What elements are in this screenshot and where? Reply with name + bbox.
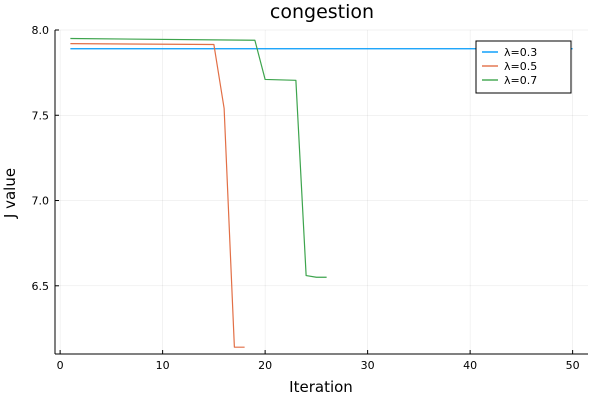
x-tick-label: 30 (361, 359, 375, 372)
legend-label-1: λ=0.3 (504, 46, 537, 59)
y-axis-title: J value (1, 168, 19, 219)
x-tick-label: 0 (57, 359, 64, 372)
legend-label-2: λ=0.5 (504, 60, 537, 73)
legend-label-3: λ=0.7 (504, 74, 537, 87)
y-tick-label: 6.5 (32, 280, 50, 293)
y-tick-label: 7.5 (32, 109, 50, 122)
chart-title: congestion (270, 1, 374, 23)
legend-box (475, 40, 572, 94)
axes: 0 10 20 30 40 50 6.5 7.0 7.5 8.0 (32, 24, 588, 372)
y-tick-label: 7.0 (32, 195, 50, 208)
x-tick-label: 10 (156, 359, 170, 372)
grid (55, 29, 588, 354)
y-tick-label: 8.0 (32, 24, 50, 37)
series-line-2 (70, 43, 245, 348)
x-axis-title: Iteration (289, 378, 353, 396)
series-line-3 (70, 37, 327, 278)
x-tick-label: 20 (258, 359, 272, 372)
x-tick-label: 50 (566, 359, 580, 372)
legend: λ=0.3λ=0.5λ=0.7 (475, 40, 572, 94)
x-tick-label: 40 (463, 359, 477, 372)
